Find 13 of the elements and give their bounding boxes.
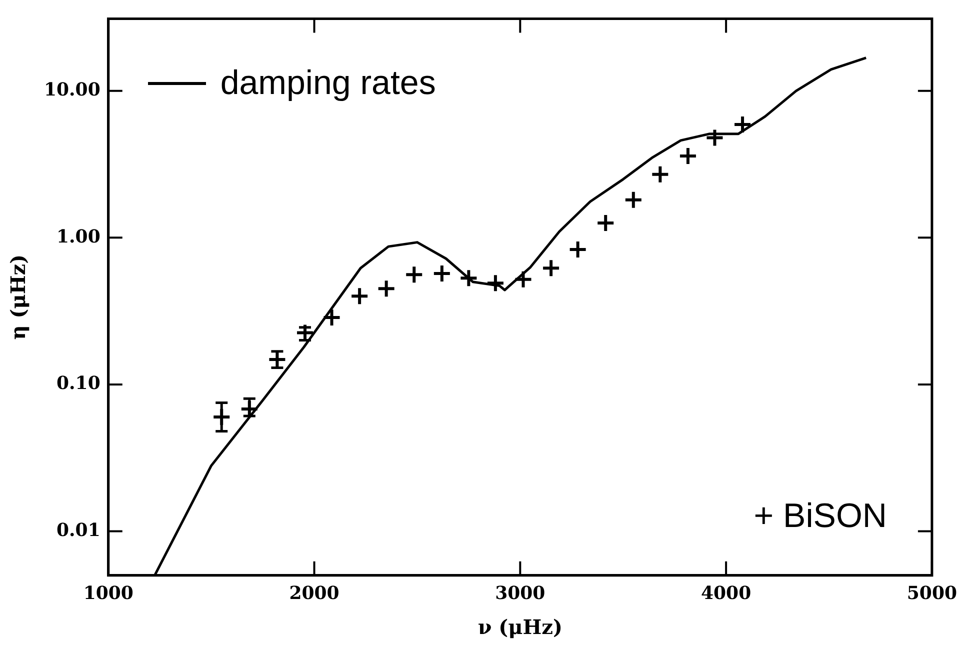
x-tick-label: 1000 — [83, 582, 134, 604]
x-tick-label: 5000 — [906, 582, 958, 604]
legend-label: damping rates — [220, 64, 436, 103]
annotation: + BiSON — [754, 497, 887, 536]
y-axis-title: η (μHz) — [6, 254, 30, 340]
x-axis-title: ν (μHz) — [478, 615, 562, 640]
y-tick-label: 10.00 — [44, 80, 100, 101]
x-tick-label: 4000 — [701, 582, 752, 604]
x-tick-label: 2000 — [289, 582, 340, 604]
y-tick-label: 1.00 — [56, 226, 100, 248]
x-tick-label: 3000 — [495, 582, 546, 604]
y-tick-label: 0.01 — [56, 520, 100, 541]
y-tick-label: 0.10 — [56, 373, 100, 394]
